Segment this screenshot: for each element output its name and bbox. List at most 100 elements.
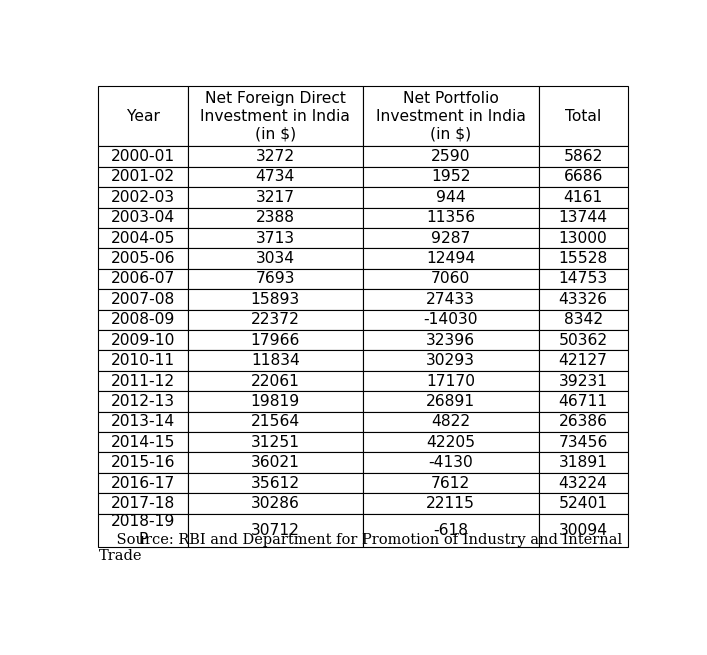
- Bar: [98, 432, 187, 453]
- Text: 19819: 19819: [251, 394, 300, 409]
- Text: 50362: 50362: [559, 333, 608, 348]
- Bar: [187, 86, 363, 146]
- Bar: [187, 310, 363, 330]
- Bar: [363, 248, 539, 269]
- Bar: [98, 330, 187, 350]
- Bar: [363, 514, 539, 547]
- Text: Source: RBI and Department for Promotion of Industry and Internal
Trade: Source: RBI and Department for Promotion…: [98, 533, 623, 563]
- Text: 30286: 30286: [251, 496, 300, 511]
- Text: 2012-13: 2012-13: [111, 394, 175, 409]
- Text: 3272: 3272: [256, 149, 295, 164]
- Bar: [539, 453, 628, 473]
- Text: -4130: -4130: [428, 455, 473, 470]
- Text: 22115: 22115: [426, 496, 475, 511]
- Bar: [98, 146, 187, 167]
- Bar: [98, 310, 187, 330]
- Text: 2011-12: 2011-12: [111, 373, 175, 388]
- Bar: [363, 86, 539, 146]
- Bar: [539, 290, 628, 310]
- Bar: [187, 187, 363, 208]
- Text: 2003-04: 2003-04: [111, 210, 175, 225]
- Bar: [363, 167, 539, 187]
- Bar: [539, 187, 628, 208]
- Text: 11356: 11356: [426, 210, 475, 225]
- Bar: [187, 248, 363, 269]
- Text: 3034: 3034: [256, 251, 295, 266]
- Bar: [187, 350, 363, 371]
- Text: 17966: 17966: [251, 333, 300, 348]
- Text: 42205: 42205: [426, 435, 475, 450]
- Bar: [98, 228, 187, 248]
- Bar: [539, 167, 628, 187]
- Text: 13744: 13744: [559, 210, 608, 225]
- Text: 4734: 4734: [256, 170, 295, 185]
- Bar: [187, 371, 363, 391]
- Bar: [539, 248, 628, 269]
- Text: 15528: 15528: [559, 251, 608, 266]
- Text: 6686: 6686: [563, 170, 603, 185]
- Text: 8342: 8342: [563, 312, 603, 328]
- Text: 26891: 26891: [426, 394, 475, 409]
- Text: 4822: 4822: [431, 415, 470, 429]
- Text: 30712: 30712: [251, 523, 300, 538]
- Bar: [363, 411, 539, 432]
- Bar: [98, 514, 187, 547]
- Text: 2013-14: 2013-14: [111, 415, 175, 429]
- Text: 2017-18: 2017-18: [111, 496, 175, 511]
- Text: 2388: 2388: [256, 210, 295, 225]
- Text: 1952: 1952: [431, 170, 471, 185]
- Bar: [187, 493, 363, 514]
- Bar: [187, 167, 363, 187]
- Text: 26386: 26386: [559, 415, 608, 429]
- Text: 17170: 17170: [426, 373, 475, 388]
- Text: 39231: 39231: [559, 373, 608, 388]
- Bar: [363, 473, 539, 493]
- Bar: [363, 146, 539, 167]
- Text: 944: 944: [436, 190, 466, 205]
- Text: Net Foreign Direct
Investment in India
(in $): Net Foreign Direct Investment in India (…: [200, 91, 350, 142]
- Text: 7612: 7612: [431, 476, 470, 491]
- Text: 2006-07: 2006-07: [111, 271, 175, 286]
- Bar: [187, 228, 363, 248]
- Bar: [187, 473, 363, 493]
- Bar: [187, 290, 363, 310]
- Text: 35612: 35612: [251, 476, 300, 491]
- Bar: [98, 493, 187, 514]
- Text: 73456: 73456: [559, 435, 608, 450]
- Bar: [187, 330, 363, 350]
- Text: 2014-15: 2014-15: [111, 435, 175, 450]
- Text: 4161: 4161: [563, 190, 603, 205]
- Text: 2007-08: 2007-08: [111, 292, 175, 307]
- Text: 52401: 52401: [559, 496, 608, 511]
- Bar: [98, 187, 187, 208]
- Text: 2008-09: 2008-09: [111, 312, 175, 328]
- Text: 11834: 11834: [251, 353, 300, 368]
- Text: 30293: 30293: [426, 353, 475, 368]
- Bar: [98, 86, 187, 146]
- Bar: [187, 514, 363, 547]
- Bar: [539, 411, 628, 432]
- Bar: [363, 432, 539, 453]
- Bar: [98, 350, 187, 371]
- Bar: [363, 371, 539, 391]
- Bar: [539, 514, 628, 547]
- Text: 22061: 22061: [251, 373, 300, 388]
- Bar: [187, 453, 363, 473]
- Bar: [363, 290, 539, 310]
- Bar: [539, 432, 628, 453]
- Bar: [187, 432, 363, 453]
- Text: Year: Year: [127, 109, 160, 124]
- Bar: [98, 248, 187, 269]
- Bar: [98, 290, 187, 310]
- Bar: [363, 391, 539, 411]
- Bar: [539, 391, 628, 411]
- Text: 5862: 5862: [563, 149, 603, 164]
- Text: 27433: 27433: [426, 292, 475, 307]
- Text: 7060: 7060: [431, 271, 470, 286]
- Bar: [187, 411, 363, 432]
- Bar: [539, 228, 628, 248]
- Text: 46711: 46711: [559, 394, 608, 409]
- Text: 2015-16: 2015-16: [111, 455, 175, 470]
- Bar: [363, 493, 539, 514]
- Text: 2000-01: 2000-01: [111, 149, 175, 164]
